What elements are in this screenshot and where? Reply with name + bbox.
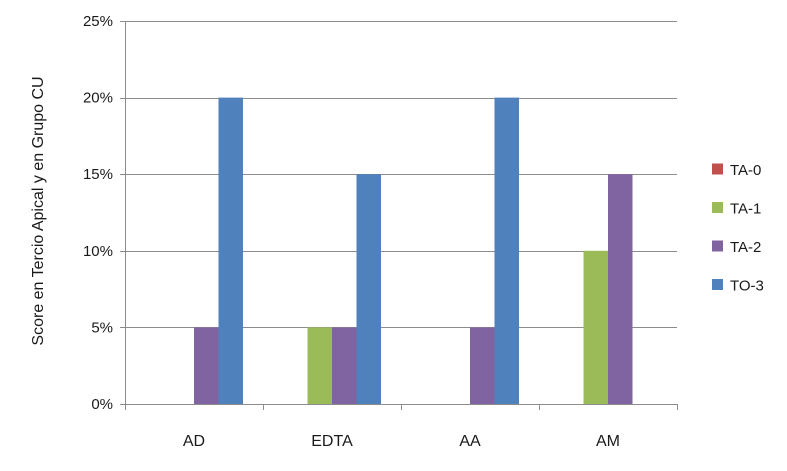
x-category-labels: AD EDTA AA AM	[183, 433, 620, 450]
legend-label-to-3: TO-3	[730, 278, 764, 295]
y-axis-title: Score en Tercio Apical y en Grupo CU	[30, 76, 47, 345]
bar-aa-ta-2	[470, 327, 495, 404]
axes	[120, 21, 678, 410]
x-category-label-3: AM	[596, 433, 620, 450]
x-category-label-1: EDTA	[311, 433, 353, 450]
y-tick-label-4: 20%	[83, 90, 113, 107]
bars	[194, 97, 633, 404]
legend-label-ta-0: TA-0	[730, 162, 761, 179]
bar-am-ta-1	[583, 250, 608, 404]
legend-swatch-ta-2	[712, 240, 723, 252]
bar-edta-ta-2	[332, 327, 357, 404]
y-tick-label-1: 5%	[91, 319, 113, 336]
x-category-label-2: AA	[459, 433, 481, 450]
bar-ad-to-3	[218, 97, 243, 404]
bar-edta-ta-1	[307, 327, 332, 404]
legend-label-ta-1: TA-1	[730, 201, 761, 218]
legend-swatch-to-3	[712, 279, 723, 290]
bar-aa-to-3	[494, 97, 519, 404]
legend-swatch-ta-1	[712, 202, 723, 213]
bar-ad-ta-2	[194, 327, 219, 404]
legend-swatch-ta-0	[712, 163, 723, 175]
y-tick-label-0: 0%	[91, 396, 113, 413]
legend-label-ta-2: TA-2	[730, 239, 761, 256]
y-tick-label-5: 25%	[83, 13, 113, 30]
bar-edta-to-3	[356, 174, 381, 404]
bar-am-ta-2	[608, 174, 633, 404]
y-tick-label-3: 15%	[83, 166, 113, 183]
legend: TA-0 TA-1 TA-2 TO-3	[712, 162, 764, 295]
y-tick-labels: 0% 5% 10% 15% 20% 25%	[83, 13, 113, 413]
x-category-label-0: AD	[183, 433, 205, 450]
y-tick-label-2: 10%	[83, 243, 113, 260]
